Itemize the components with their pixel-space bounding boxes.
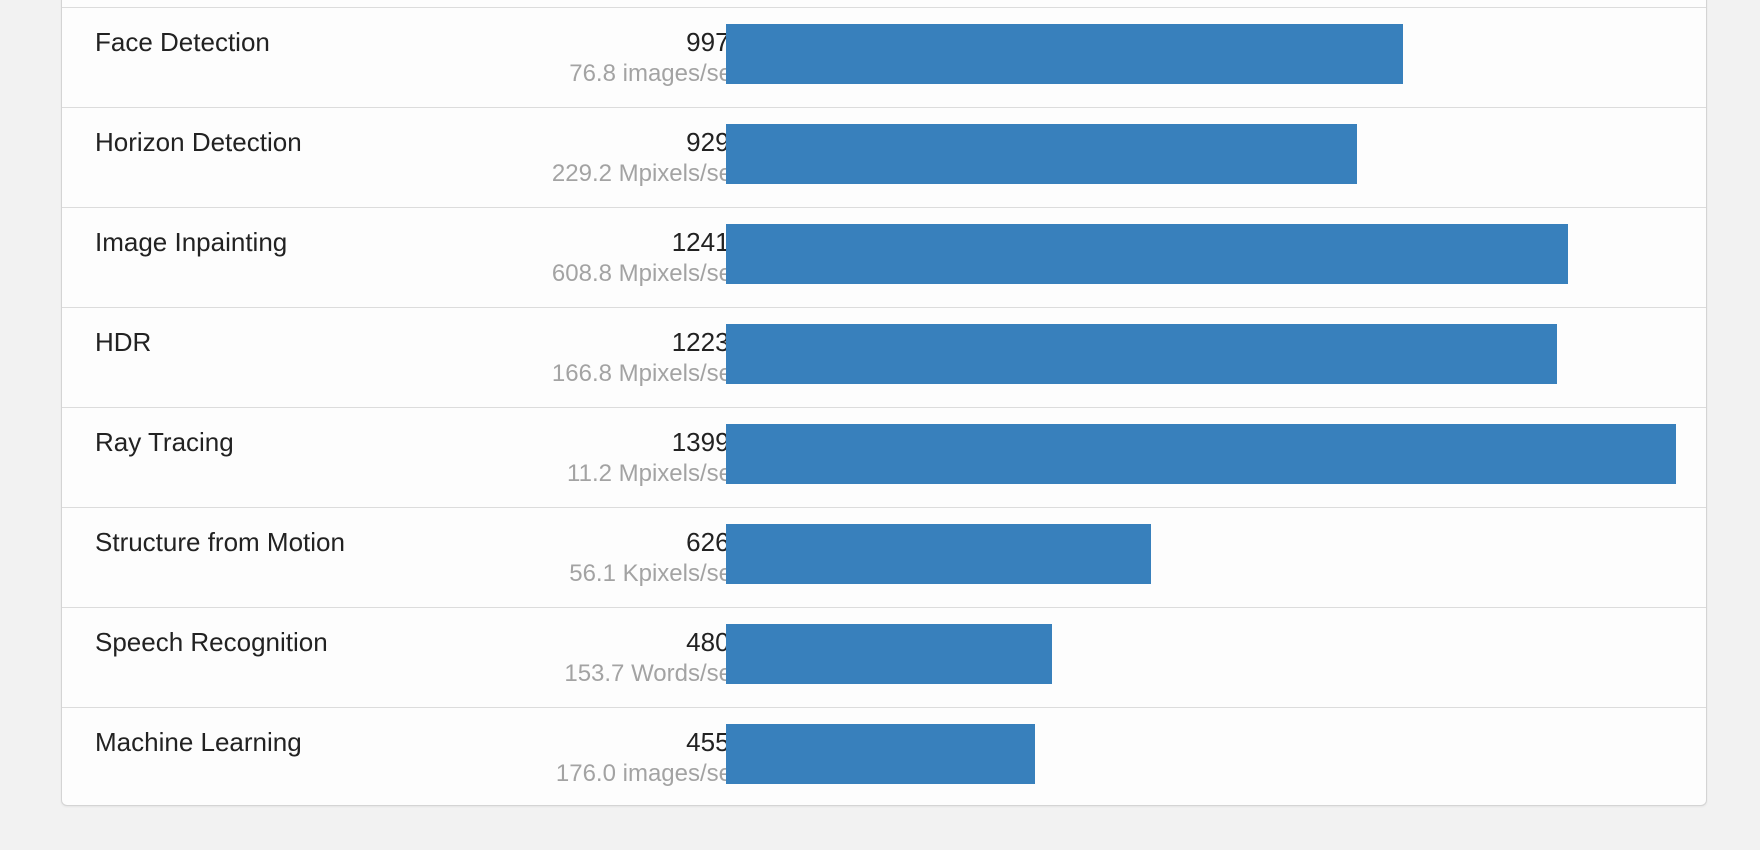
- benchmark-row: Horizon Detection 9298 229.2 Mpixels/sec: [62, 107, 1706, 207]
- score-bar-track: [726, 624, 1676, 684]
- score-bar: [726, 424, 1676, 484]
- benchmark-name: Structure from Motion: [95, 527, 345, 557]
- score-bar-track: [726, 724, 1676, 784]
- score-bar: [726, 124, 1358, 184]
- benchmark-rate: 11.2 Mpixels/sec: [567, 460, 744, 487]
- benchmark-rate: 176.0 images/sec: [555, 760, 744, 787]
- score-bar-track: [726, 24, 1676, 84]
- score-bar-track: [726, 224, 1676, 284]
- benchmark-rate: 56.1 Kpixels/sec: [569, 560, 744, 587]
- benchmark-row: HDR 12239 166.8 Mpixels/sec: [62, 307, 1706, 407]
- score-bar: [726, 724, 1036, 784]
- score-bar: [726, 224, 1569, 284]
- benchmark-rate: 153.7 Words/sec: [564, 660, 744, 687]
- score-bar: [726, 624, 1053, 684]
- score-bar-track: [726, 324, 1676, 384]
- benchmark-row: Speech Recognition 4808 153.7 Words/sec: [62, 607, 1706, 707]
- benchmark-name: HDR: [95, 327, 152, 357]
- benchmark-rate: 76.8 images/sec: [569, 60, 744, 87]
- benchmark-name: Speech Recognition: [95, 627, 328, 657]
- score-bar: [726, 524, 1152, 584]
- benchmark-row: Ray Tracing 13995 11.2 Mpixels/sec: [62, 407, 1706, 507]
- benchmark-name: Ray Tracing: [95, 427, 234, 457]
- benchmark-rate: 608.8 Mpixels/sec: [551, 260, 744, 287]
- score-bar-track: [726, 424, 1676, 484]
- benchmark-row: Structure from Motion 6267 56.1 Kpixels/…: [62, 507, 1706, 607]
- benchmark-results-panel: Face Detection 9975 76.8 images/sec Hori…: [61, 0, 1707, 806]
- benchmark-rate: 229.2 Mpixels/sec: [551, 160, 744, 187]
- benchmark-row: Face Detection 9975 76.8 images/sec: [62, 7, 1706, 107]
- score-bar-track: [726, 124, 1676, 184]
- benchmark-name: Face Detection: [95, 27, 270, 57]
- benchmark-rate: 166.8 Mpixels/sec: [551, 360, 744, 387]
- benchmark-name: Horizon Detection: [95, 127, 302, 157]
- benchmark-name: Image Inpainting: [95, 227, 288, 257]
- score-bar-track: [726, 524, 1676, 584]
- benchmark-row: Machine Learning 4556 176.0 images/sec: [62, 707, 1706, 807]
- score-bar: [726, 24, 1404, 84]
- benchmark-row: Image Inpainting 12410 608.8 Mpixels/sec: [62, 207, 1706, 307]
- benchmark-name: Machine Learning: [95, 727, 302, 757]
- score-bar: [726, 324, 1557, 384]
